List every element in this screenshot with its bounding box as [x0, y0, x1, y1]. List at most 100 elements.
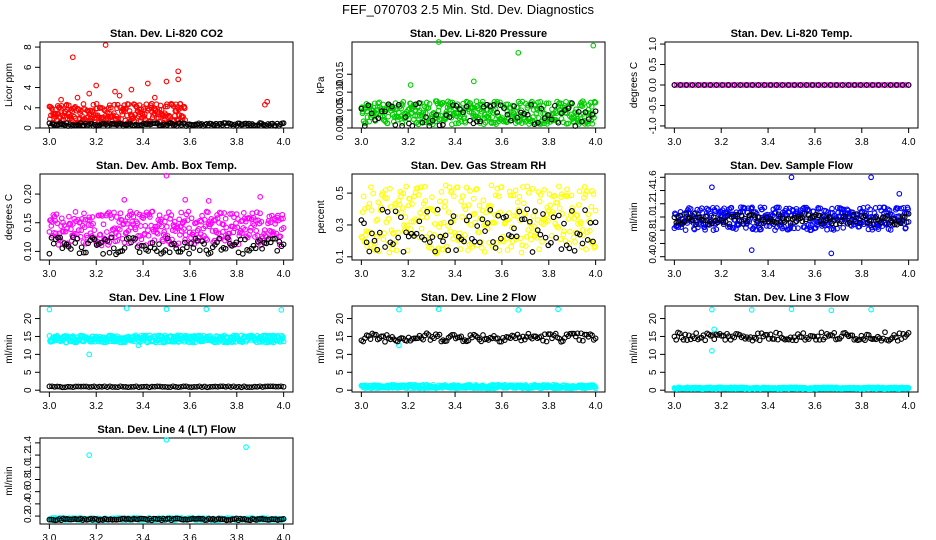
- data-point: [461, 238, 467, 245]
- data-point: [429, 194, 435, 200]
- data-point: [373, 218, 379, 224]
- data-point: [50, 212, 57, 218]
- y-tick-label: 0: [648, 387, 659, 393]
- data-point: [205, 209, 211, 216]
- data-point: [191, 383, 197, 390]
- data-point: [68, 226, 74, 233]
- data-point: [702, 337, 709, 344]
- data-point: [671, 82, 678, 88]
- data-point: [254, 383, 261, 390]
- data-point: [424, 208, 431, 215]
- data-point: [901, 214, 908, 221]
- data-point: [435, 39, 442, 45]
- data-point: [526, 218, 533, 225]
- data-point: [695, 82, 702, 88]
- data-point: [255, 217, 262, 224]
- panel-p3: Stan. Dev. Li-820 Temp.degrees C3.0 3.2 3.…: [629, 28, 919, 148]
- data-point: [465, 247, 471, 254]
- y-tick-label: -1.0: [648, 117, 659, 135]
- data-point: [387, 203, 394, 210]
- data-point: [501, 105, 507, 111]
- data-point: [436, 224, 443, 230]
- data-point: [483, 209, 490, 216]
- data-point: [749, 204, 755, 211]
- data-point: [708, 220, 715, 227]
- y-axis-label: ml/min: [316, 334, 327, 363]
- x-tick-label: 3.8: [542, 401, 556, 412]
- x-tick-label: 4.0: [902, 401, 916, 412]
- x-tick-label: 4.0: [589, 269, 603, 280]
- data-point: [384, 120, 391, 127]
- x-tick-label: 3.0: [42, 269, 56, 280]
- x-tick-label: 3.2: [714, 269, 728, 280]
- data-point: [570, 209, 576, 216]
- data-point: [280, 338, 287, 345]
- data-point: [153, 248, 160, 254]
- data-point: [776, 82, 783, 88]
- data-point: [163, 172, 170, 179]
- data-point: [773, 82, 780, 88]
- data-point: [842, 82, 849, 88]
- data-point: [555, 212, 562, 219]
- data-point: [97, 231, 104, 238]
- data-point: [868, 217, 875, 223]
- y-tick-label: 0.10: [23, 241, 34, 261]
- data-point: [423, 99, 430, 106]
- data-point: [512, 187, 519, 194]
- data-point: [442, 198, 448, 205]
- data-point: [553, 223, 560, 229]
- data-point: [535, 119, 541, 126]
- data-point: [785, 82, 792, 88]
- data-point: [515, 307, 522, 313]
- data-point: [87, 230, 94, 237]
- data-point: [541, 331, 548, 338]
- data-point: [703, 213, 709, 220]
- data-point: [233, 239, 240, 246]
- data-point: [151, 333, 158, 339]
- data-point: [536, 198, 543, 205]
- x-tick-label: 3.8: [230, 269, 244, 280]
- data-point: [462, 206, 469, 213]
- y-tick-label: 1.0: [648, 37, 659, 51]
- data-point: [484, 220, 491, 226]
- data-point: [114, 105, 120, 112]
- data-point: [137, 223, 144, 229]
- y-tick-label: 0.6: [648, 236, 659, 250]
- data-point: [541, 115, 548, 122]
- data-point: [121, 245, 128, 251]
- y-axis-label: ml/min: [629, 202, 640, 231]
- data-point: [108, 234, 115, 241]
- data-point: [108, 215, 115, 221]
- data-point: [70, 221, 76, 227]
- data-point: [163, 436, 170, 443]
- data-point: [280, 120, 287, 126]
- data-point: [238, 384, 245, 391]
- data-point: [508, 243, 515, 250]
- data-point: [855, 82, 862, 88]
- data-point: [761, 204, 768, 211]
- data-point: [67, 221, 74, 227]
- data-point: [805, 82, 812, 88]
- y-axis-label: ml/min: [4, 334, 15, 363]
- data-point: [498, 235, 504, 242]
- data-point: [257, 210, 263, 217]
- data-point: [497, 99, 503, 106]
- data-point: [515, 49, 522, 56]
- data-point: [744, 218, 751, 225]
- data-point: [64, 383, 71, 390]
- data-point: [569, 208, 575, 214]
- data-point: [257, 383, 263, 390]
- data-point: [267, 383, 274, 390]
- data-point: [695, 214, 701, 221]
- data-point: [51, 383, 58, 390]
- data-point: [114, 384, 121, 391]
- data-point: [233, 384, 240, 390]
- data-point: [537, 192, 544, 198]
- data-point: [453, 103, 460, 109]
- y-tick-label: 0.4: [23, 496, 34, 510]
- data-point: [435, 107, 442, 114]
- y-axis-label: Licor ppm: [4, 63, 15, 107]
- data-point: [535, 99, 541, 106]
- data-point: [103, 229, 110, 235]
